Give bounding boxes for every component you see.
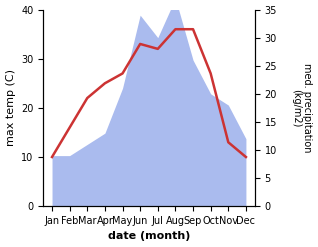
X-axis label: date (month): date (month) — [108, 231, 190, 242]
Y-axis label: max temp (C): max temp (C) — [5, 69, 16, 146]
Y-axis label: med. precipitation
(kg/m2): med. precipitation (kg/m2) — [291, 63, 313, 153]
